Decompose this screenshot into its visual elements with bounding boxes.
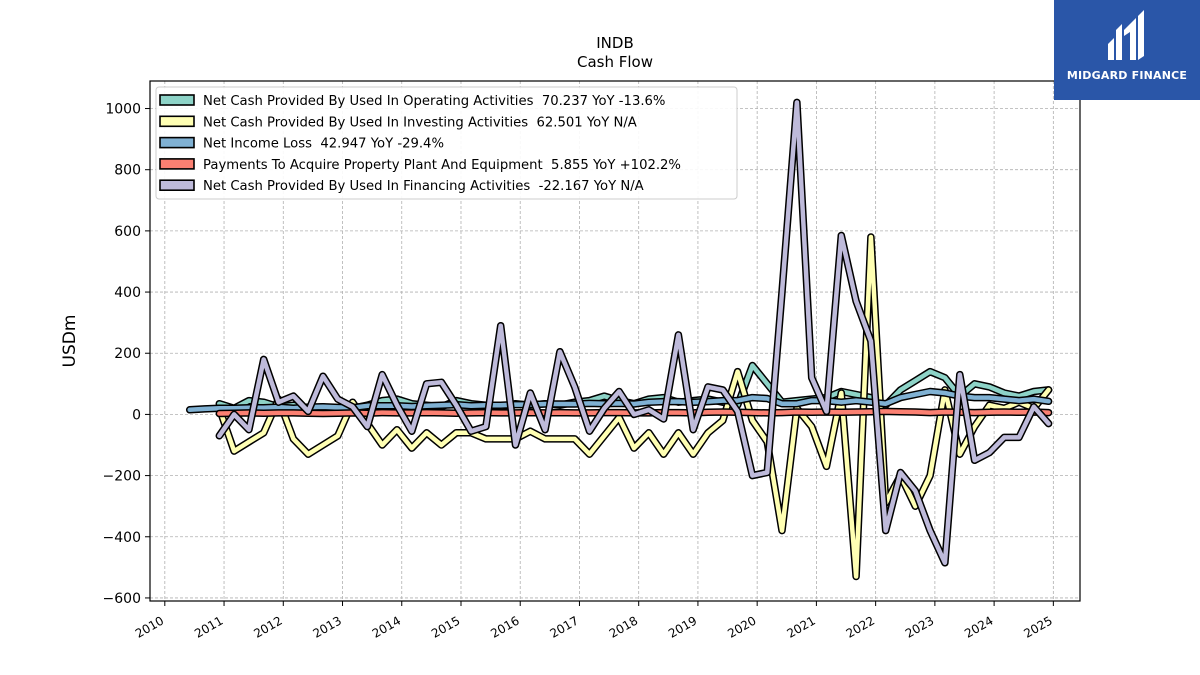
x-tick-label: 2022 [844, 613, 877, 640]
y-tick-label: 600 [114, 224, 141, 240]
midgard-finance-logo: MIDGARD FINANCE [1054, 0, 1200, 100]
x-tick-label: 2010 [133, 613, 166, 640]
x-tick-label: 2012 [251, 613, 284, 640]
y-tick-label: 1000 [105, 102, 141, 118]
legend-entry: Net Income Loss 42.947 YoY -29.4% [203, 137, 444, 152]
legend-swatch [159, 158, 195, 170]
legend-swatch [159, 115, 195, 128]
x-tick-label: 2016 [488, 613, 521, 640]
plot-frame [149, 80, 1081, 602]
y-tick-label: 0 [132, 407, 141, 423]
legend-entry: Net Cash Provided By Used In Operating A… [203, 94, 665, 109]
y-tick-label: 400 [114, 285, 141, 301]
legend-entry: Payments To Acquire Property Plant And E… [203, 158, 681, 173]
x-tick-label: 2020 [725, 613, 758, 640]
legend: Net Cash Provided By Used In Operating A… [155, 86, 738, 200]
x-tick-label: 2014 [370, 613, 403, 640]
x-tick-label: 2025 [1021, 613, 1054, 640]
y-tick-label: −600 [103, 591, 141, 607]
series-net-income-loss-line [187, 389, 1051, 413]
logo-mark-icon [1108, 10, 1144, 60]
legend-entry: Net Cash Provided By Used In Financing A… [203, 179, 644, 194]
x-tick-label: 2013 [311, 613, 344, 640]
y-tick-label: −200 [103, 469, 141, 485]
x-tick-label: 2011 [192, 613, 225, 640]
x-tick-label: 2024 [962, 613, 995, 640]
chart-subtitle: Cash Flow [577, 53, 653, 71]
x-tick-label: 2019 [666, 613, 699, 640]
brand-name: MIDGARD FINANCE [1066, 69, 1188, 82]
y-axis-label: USDm [60, 315, 80, 368]
series-lines [185, 98, 1053, 581]
legend-swatch [159, 179, 195, 191]
legend-box [155, 86, 738, 200]
x-tick-label: 2018 [607, 613, 640, 640]
legend-swatch [159, 94, 195, 106]
x-tick-label: 2015 [429, 613, 462, 640]
x-tick-label: 2017 [548, 613, 581, 640]
series-net-cash-provided-by-used-in-financing-activities-line [217, 100, 1051, 566]
x-tick-label: 2023 [903, 613, 936, 640]
chart-title: INDB [596, 34, 634, 52]
legend-entry: Net Cash Provided By Used In Investing A… [203, 115, 637, 130]
y-tick-label: 200 [114, 346, 141, 362]
legend-swatch [159, 136, 195, 149]
x-tick-label: 2021 [784, 613, 817, 640]
y-tick-label: −400 [103, 530, 141, 546]
y-tick-label: 800 [114, 163, 141, 179]
